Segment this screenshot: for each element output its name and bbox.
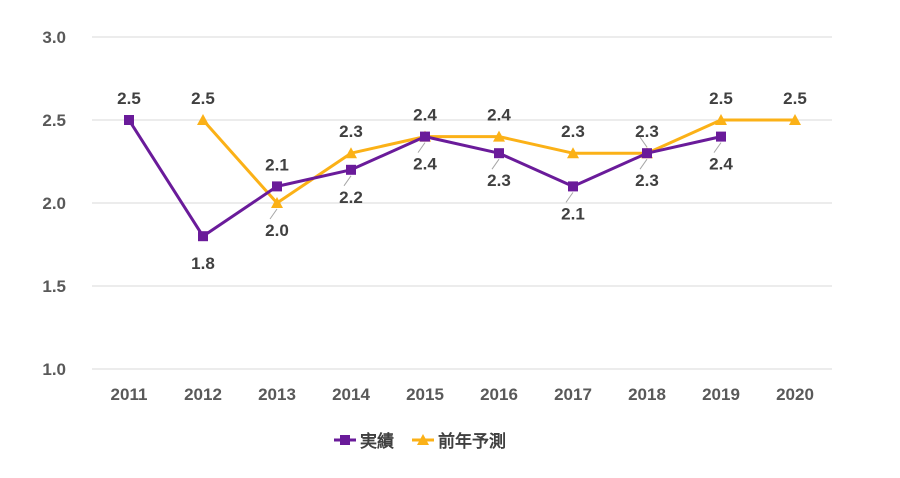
x-tick-label: 2017 (554, 385, 592, 404)
leader-line (343, 175, 352, 187)
data-label: 2.4 (413, 106, 437, 125)
data-label: 2.0 (265, 221, 289, 240)
data-label: 2.3 (487, 171, 511, 190)
data-label: 2.1 (265, 155, 289, 174)
data-point (345, 147, 357, 159)
data-point (198, 231, 208, 242)
data-point (420, 131, 430, 142)
y-tick-label: 3.0 (42, 28, 66, 47)
data-label: 2.1 (561, 204, 585, 223)
leader-line (565, 192, 574, 203)
x-tick-label: 2016 (480, 385, 518, 404)
data-point (346, 164, 356, 175)
legend-label: 実績 (360, 431, 394, 452)
data-point (568, 181, 578, 192)
data-label: 2.3 (635, 122, 659, 141)
data-point (124, 115, 134, 125)
data-label: 2.4 (709, 155, 733, 174)
legend-item-0: 実績 (334, 431, 394, 452)
data-point (197, 114, 209, 125)
series (124, 114, 801, 242)
data-point (715, 114, 727, 125)
data-point (272, 181, 282, 192)
data-label: 2.4 (487, 106, 511, 125)
legend-swatch-marker (340, 435, 350, 445)
y-tick-label: 2.0 (42, 194, 66, 213)
x-tick-label: 2012 (184, 385, 222, 404)
x-tick-label: 2013 (258, 385, 296, 404)
data-point (494, 148, 504, 159)
data-label: 2.5 (117, 89, 141, 108)
data-label: 2.4 (413, 155, 437, 174)
x-tick-label: 2015 (406, 385, 444, 404)
x-tick-label: 2019 (702, 385, 740, 404)
leader-line (713, 142, 722, 153)
x-tick-label: 2011 (111, 385, 148, 404)
data-point (271, 197, 283, 208)
x-axis-ticks: 2011 2012 2013 2014 2015 2016 2017 2018 2019 2020 (111, 385, 814, 404)
data-label: 2.2 (339, 188, 363, 207)
x-tick-label: 2020 (776, 385, 814, 404)
x-tick-label: 2018 (628, 385, 666, 404)
leader-line (639, 136, 648, 148)
leader-line (639, 158, 648, 170)
data-point (493, 130, 505, 142)
x-tick-label: 2014 (332, 385, 370, 404)
data-label: 2.5 (783, 89, 807, 108)
legend-label: 前年予測 (438, 431, 506, 452)
legend-item-1: 前年予測 (412, 431, 506, 452)
y-tick-label: 2.5 (42, 111, 66, 130)
data-label: 2.5 (709, 89, 733, 108)
leader-line (491, 158, 500, 170)
gridlines (92, 36, 832, 370)
leader-line (417, 142, 426, 153)
data-label: 2.3 (561, 122, 585, 141)
data-labels: 2.5 1.8 2.1 2.2 2.4 2.3 2.1 2.3 2.4 2.5 2.0 2.3 2.4 2… (117, 89, 807, 273)
legend: 実績 前年予測 (334, 431, 506, 452)
leader-line (269, 208, 278, 220)
series-0 (124, 115, 726, 242)
data-point (567, 147, 579, 159)
data-label: 2.5 (191, 89, 215, 108)
y-axis-ticks: 1.0 1.5 2.0 2.5 3.0 (42, 28, 66, 379)
legend-swatch-marker (417, 434, 429, 445)
y-tick-label: 1.0 (42, 360, 66, 379)
data-label: 2.3 (635, 171, 659, 190)
y-tick-label: 1.5 (42, 277, 66, 296)
data-point (789, 114, 801, 125)
data-label: 1.8 (191, 254, 215, 273)
data-point (716, 131, 726, 142)
data-point (642, 148, 652, 159)
data-label: 2.3 (339, 122, 363, 141)
